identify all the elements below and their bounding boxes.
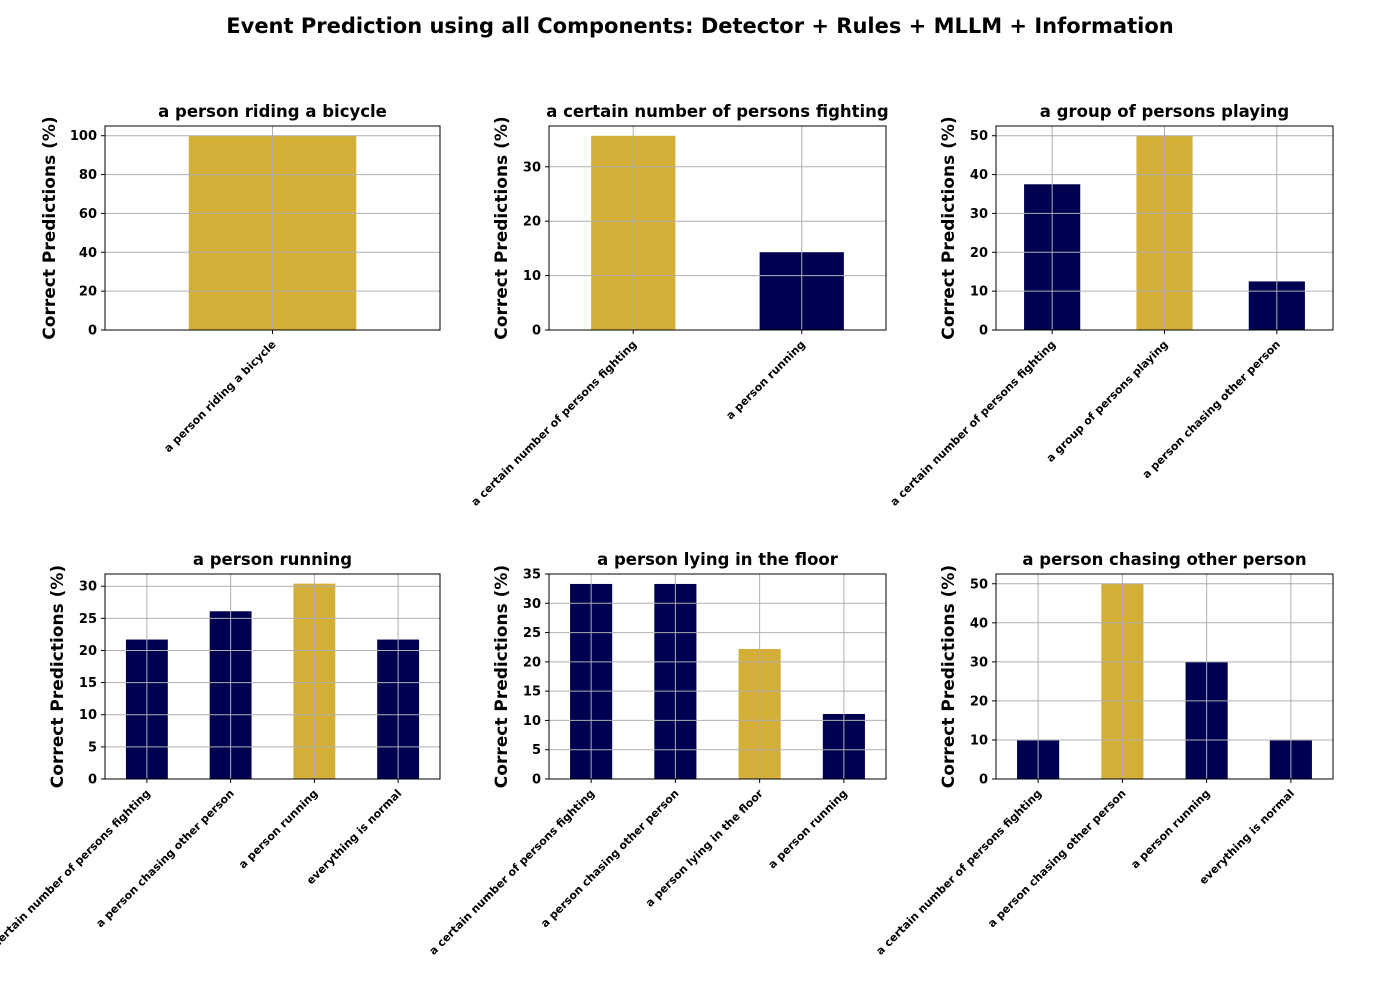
y-tick-label: 40 [970, 616, 988, 631]
x-tick-label: a person chasing other person [985, 787, 1128, 930]
y-tick-label: 10 [970, 733, 988, 748]
y-tick-label: 25 [523, 626, 541, 641]
x-tick-label: a person running [1128, 787, 1212, 871]
y-tick-label: 10 [523, 269, 541, 284]
y-tick-label: 40 [970, 168, 988, 183]
y-tick-label: 80 [79, 168, 97, 183]
subplot-5: 0 5 10 15 20 25 30 35 a certain number of person… [427, 550, 887, 958]
x-tick-label: a certain number of persons fighting [427, 787, 598, 958]
x-tick-label: a certain number of persons fighting [0, 787, 153, 958]
y-tick-label: 10 [970, 285, 988, 300]
y-tick-label: 5 [532, 743, 541, 758]
x-tick-label: a certain number of persons fighting [888, 338, 1059, 509]
y-tick-label: 20 [523, 215, 541, 230]
subplot-6: 0 10 20 30 40 50 a certain number of persons f… [874, 550, 1334, 958]
subplot-title: a certain number of persons fighting [546, 102, 888, 121]
y-axis-label: Correct Predictions (%) [48, 565, 68, 788]
x-tick-label: a certain number of persons fighting [469, 338, 640, 509]
x-tick-label: a person chasing other person [94, 787, 237, 930]
y-tick-label: 25 [79, 612, 97, 627]
y-tick-label: 20 [523, 655, 541, 670]
y-tick-label: 35 [523, 568, 541, 583]
y-tick-label: 30 [523, 160, 541, 175]
plot-frame [995, 573, 1334, 780]
x-tick-label: a group of persons playing [1044, 338, 1171, 465]
x-tick-label: everything is normal [1197, 787, 1297, 887]
figure-title: Event Prediction using all Components: D… [226, 14, 1174, 38]
y-tick-label: 0 [979, 773, 988, 788]
y-tick-label: 0 [532, 324, 541, 339]
subplot-4: 0 5 10 15 20 25 30 a certain number of persons … [0, 550, 441, 958]
y-axis-label: Correct Predictions (%) [40, 116, 60, 339]
y-tick-label: 30 [970, 655, 988, 670]
y-tick-label: 0 [532, 773, 541, 788]
subplot-title: a person chasing other person [1022, 550, 1306, 569]
y-tick-label: 30 [523, 597, 541, 612]
y-tick-label: 0 [979, 324, 988, 339]
y-axis-label: Correct Predictions (%) [939, 565, 959, 788]
subplot-3: 0 10 20 30 40 50 a certain number of persons f… [888, 102, 1334, 509]
y-tick-label: 60 [79, 207, 97, 222]
x-tick-label: a person chasing other person [1140, 338, 1283, 481]
y-axis-label: Correct Predictions (%) [492, 116, 512, 339]
subplot-title: a group of persons playing [1040, 102, 1289, 121]
plot-frame [548, 573, 887, 780]
x-tick-label: everything is normal [304, 787, 404, 887]
y-tick-label: 50 [970, 577, 988, 592]
y-tick-label: 100 [70, 129, 97, 144]
y-tick-label: 15 [79, 676, 97, 691]
y-tick-label: 30 [970, 207, 988, 222]
y-tick-label: 50 [970, 129, 988, 144]
subplot-title: a person lying in the floor [597, 550, 839, 569]
y-tick-label: 40 [79, 246, 97, 261]
x-tick-label: a certain number of persons fighting [874, 787, 1045, 958]
y-tick-label: 0 [88, 773, 97, 788]
y-tick-label: 20 [970, 694, 988, 709]
y-axis-label: Correct Predictions (%) [492, 565, 512, 788]
x-tick-label: a person running [766, 787, 850, 871]
x-tick-label: a person chasing other person [538, 787, 681, 930]
y-tick-label: 10 [523, 714, 541, 729]
y-tick-label: 20 [79, 644, 97, 659]
y-tick-label: 5 [88, 740, 97, 755]
y-axis-label: Correct Predictions (%) [939, 116, 959, 339]
subplot-2: 0 10 20 30 a certain number of persons fight… [469, 102, 889, 509]
y-tick-label: 20 [79, 285, 97, 300]
subplot-title: a person riding a bicycle [158, 102, 387, 121]
y-tick-label: 20 [970, 246, 988, 261]
x-tick-label: a person running [724, 338, 808, 422]
subplot-1: 0 20 40 60 80 100 a person riding a bicycle a p… [40, 102, 441, 455]
plot-frame [548, 125, 887, 331]
y-tick-label: 30 [79, 580, 97, 595]
x-tick-label: a person running [236, 787, 320, 871]
y-tick-label: 10 [79, 708, 97, 723]
x-tick-label: a person riding a bicycle [162, 338, 279, 455]
y-tick-label: 0 [88, 324, 97, 339]
subplot-title: a person running [193, 550, 352, 569]
plot-frame [104, 573, 441, 780]
y-tick-label: 15 [523, 685, 541, 700]
